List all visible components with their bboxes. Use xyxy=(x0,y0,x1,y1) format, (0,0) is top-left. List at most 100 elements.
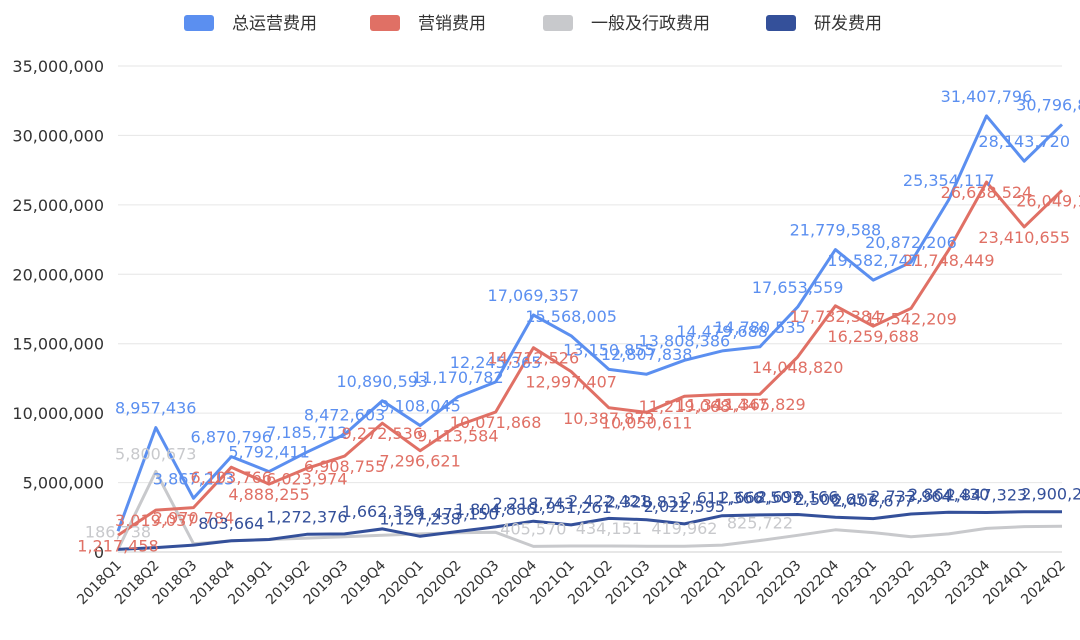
data-label: 10,387,873 xyxy=(563,409,655,428)
data-label: 11,365,829 xyxy=(714,395,806,414)
data-label: 2,733,964 xyxy=(870,487,951,506)
data-label: 14,048,820 xyxy=(752,358,844,377)
data-label: 2,406,677 xyxy=(832,492,913,511)
data-label: 2,328,831 xyxy=(606,493,687,512)
data-label: 825,722 xyxy=(727,514,793,533)
data-label: 12,245,365 xyxy=(450,353,542,372)
data-label: 9,113,584 xyxy=(417,426,498,445)
data-label: 26,638,524 xyxy=(941,183,1033,202)
series-lines xyxy=(116,114,1064,551)
data-label: 11,219,068 xyxy=(639,397,731,416)
data-label: 26,049,137 xyxy=(1016,191,1080,210)
data-label: 1,127,238 xyxy=(379,509,460,528)
data-label: 10,071,868 xyxy=(450,413,542,432)
data-labels: 8,957,436 3,867,213 6,870,7965,792,4117,18… xyxy=(77,87,1080,555)
data-label: 30,796,897 xyxy=(1016,95,1080,114)
data-label: 31,407,796 xyxy=(941,87,1033,106)
legend-label: 一般及行政费用 xyxy=(591,14,710,34)
data-label: 2,698,166 xyxy=(757,488,838,507)
data-label: 803,664 xyxy=(198,514,264,533)
data-label: 5,800,673 xyxy=(115,444,196,463)
data-label: 14,479,688 xyxy=(676,322,768,341)
data-label: 2,506,657 xyxy=(795,490,876,509)
data-label: 1,662,356 xyxy=(342,502,423,521)
y-tick-label: 35,000,000 xyxy=(12,57,104,76)
data-label: 19,582,747 xyxy=(827,251,919,270)
legend-swatch xyxy=(766,15,796,31)
data-label: 3,867,213 xyxy=(153,469,234,488)
data-label: 17,542,209 xyxy=(865,309,957,328)
data-label: 13,808,386 xyxy=(639,331,731,350)
data-label: 8,957,436 xyxy=(115,399,196,418)
data-label: 2,864,430 xyxy=(908,485,989,504)
data-label: 10,050,611 xyxy=(601,413,693,432)
data-label: 25,354,117 xyxy=(903,171,995,190)
x-axis: 2018Q12018Q22018Q32018Q42019Q12019Q22019… xyxy=(74,557,1069,608)
y-tick-label: 5,000,000 xyxy=(23,474,104,493)
data-label: 186,738 xyxy=(85,522,151,541)
data-label: 2,847,323 xyxy=(946,485,1027,504)
legend-label: 研发费用 xyxy=(814,14,882,34)
data-label: 8,472,603 xyxy=(304,405,385,424)
y-tick-label: 25,000,000 xyxy=(12,196,104,215)
data-label: 14,780,535 xyxy=(714,318,806,337)
data-label: 20,872,206 xyxy=(865,233,957,252)
data-label: 28,143,720 xyxy=(978,132,1070,151)
data-label: 434,151 xyxy=(576,519,642,538)
data-label: 3,019,037 xyxy=(115,511,196,530)
data-label: 17,653,559 xyxy=(752,278,844,297)
data-label: 10,890,593 xyxy=(337,372,429,391)
data-label: 1,473,150 xyxy=(417,505,498,524)
data-label: 405,570 xyxy=(500,519,566,538)
data-label: 12,807,838 xyxy=(601,345,693,364)
legend-label: 总运营费用 xyxy=(232,14,317,34)
data-label: 2,970,784 xyxy=(153,509,234,528)
data-label: 2,422,421 xyxy=(568,491,649,510)
legend-swatch xyxy=(543,15,573,31)
y-tick-label: 0 xyxy=(94,543,104,562)
data-label: 7,185,712 xyxy=(266,423,347,442)
data-label: 4,888,255 xyxy=(228,485,309,504)
data-label: 6,908,755 xyxy=(304,457,385,476)
data-label: 14,712,526 xyxy=(488,349,580,368)
data-label: 11,343,447 xyxy=(676,395,768,414)
data-label: 15,568,005 xyxy=(525,307,617,326)
data-label: 1,951,261 xyxy=(530,498,611,517)
y-tick-label: 10,000,000 xyxy=(12,404,104,423)
data-label: 9,108,045 xyxy=(379,397,460,416)
y-tick-label: 15,000,000 xyxy=(12,335,104,354)
data-label: 11,170,782 xyxy=(412,368,504,387)
data-label: 13,150,855 xyxy=(563,340,655,359)
data-label: 1,272,376 xyxy=(266,507,347,526)
data-label: 7,296,621 xyxy=(379,452,460,471)
data-label: 2,900,220 xyxy=(1021,485,1080,504)
series-line xyxy=(116,114,1064,532)
data-label: 23,410,655 xyxy=(978,228,1070,247)
data-label: 6,870,796 xyxy=(191,428,272,447)
legend-label: 营销费用 xyxy=(418,14,486,34)
legend-swatch xyxy=(184,15,214,31)
data-label: 17,069,357 xyxy=(488,286,580,305)
data-label: 2,668,507 xyxy=(719,488,800,507)
y-axis: 0 5,000,000 10,000,000 15,000,000 20,000,000… xyxy=(12,57,104,562)
data-label: 16,259,688 xyxy=(827,327,919,346)
data-label: 2,022,595 xyxy=(644,497,725,516)
series-line xyxy=(117,510,1062,551)
data-label: 17,732,384 xyxy=(790,307,882,326)
data-label: 1,804,886 xyxy=(455,500,536,519)
data-label: 9,272,536 xyxy=(342,424,423,443)
data-label: 12,997,407 xyxy=(525,373,617,392)
data-label: 21,779,588 xyxy=(790,221,882,240)
data-label: 6,023,974 xyxy=(266,469,347,488)
legend: 总运营费用 营销费用 一般及行政费用 研发费用 xyxy=(184,14,882,34)
data-label: 2,611,366 xyxy=(681,489,762,508)
y-tick-label: 30,000,000 xyxy=(12,126,104,145)
legend-swatch xyxy=(370,15,400,31)
y-tick-label: 20,000,000 xyxy=(12,265,104,284)
data-label: 5,792,411 xyxy=(228,443,309,462)
data-label: 419,962 xyxy=(651,519,717,538)
data-label: 2,218,743 xyxy=(493,494,574,513)
data-label: 21,748,449 xyxy=(903,251,995,270)
